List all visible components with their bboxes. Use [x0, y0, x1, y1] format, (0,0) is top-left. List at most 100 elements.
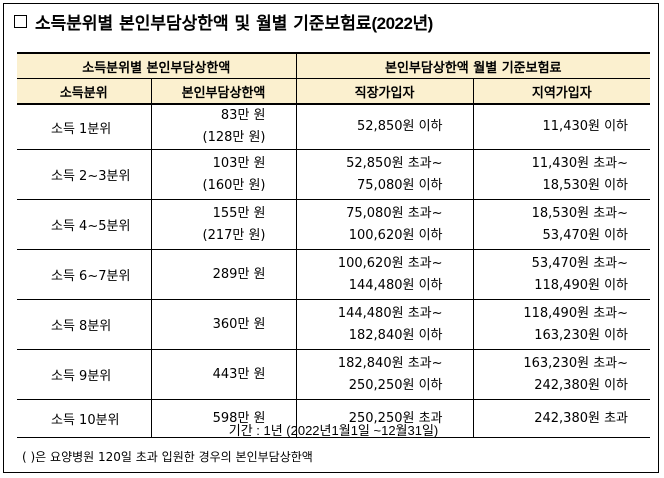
header-regional: 지역가입자 [473, 78, 651, 105]
table-body: 소득 1분위 83만 원 (128만 원) 52,850원 이하 11,430원 이하 소… [17, 104, 651, 438]
employee-premium-line1: 75,080원 초과~ [346, 205, 443, 221]
income-bracket-cell: 소득 2~3분위 [17, 149, 152, 200]
regional-premium-line2: 118,490원 이하 [534, 277, 629, 293]
table-row: 소득 8분위 360만 원 144,480원 초과~ 182,840원 이하 118,4… [17, 299, 651, 350]
regional-premium-cell: 118,490원 초과~ 163,230원 이하 [473, 299, 651, 350]
table-row: 소득 1분위 83만 원 (128만 원) 52,850원 이하 11,430원 이하 [17, 104, 651, 150]
employee-premium-values: 182,840원 초과~ 250,250원 이하 [297, 353, 473, 397]
cap-values: 103만 원 (160만 원) [152, 153, 296, 197]
regional-premium-cell: 163,230원 초과~ 242,380원 이하 [473, 349, 651, 400]
employee-premium-line1: 182,840원 초과~ [337, 355, 443, 371]
employee-premium-cell: 250,250원 초과 [296, 399, 474, 438]
cap-note: (217만 원) [202, 227, 266, 243]
employee-premium-line1: 250,250원 초과 [348, 410, 443, 426]
income-bracket-cell: 소득 10분위 [17, 399, 152, 438]
table-row: 소득 6~7분위 289만 원 100,620원 초과~ 144,480원 이하 53,… [17, 249, 651, 300]
regional-premium-cell: 53,470원 초과~ 118,490원 이하 [473, 249, 651, 300]
employee-premium-cell: 75,080원 초과~ 100,620원 이하 [296, 199, 474, 250]
header-group-premium: 본인부담상한액 월별 기준보험료 [296, 52, 651, 79]
income-bracket: 소득 9분위 [51, 369, 112, 384]
cap-values: 83만 원 (128만 원) [152, 105, 296, 149]
cap-cell: 443만 원 [151, 349, 297, 400]
cap-note: (160만 원) [202, 177, 266, 193]
income-bracket: 소득 1분위 [51, 121, 112, 137]
cap-cell: 360만 원 [151, 299, 297, 350]
cap-note: (128만 원) [202, 130, 266, 145]
cap-values: 155만 원 (217만 원) [152, 203, 296, 247]
cap-cell: 155만 원 (217만 원) [151, 199, 297, 250]
cap-values: 289만 원 [152, 264, 296, 286]
income-bracket-cell: 소득 6~7분위 [17, 249, 152, 300]
employee-premium-cell: 100,620원 초과~ 144,480원 이하 [296, 249, 474, 300]
table-row: 소득 4~5분위 155만 원 (217만 원) 75,080원 초과~ 100,620… [17, 199, 651, 250]
employee-premium-cell: 182,840원 초과~ 250,250원 이하 [296, 349, 474, 400]
header-income: 소득분위 [17, 78, 152, 105]
cap-cell: 83만 원 (128만 원) [151, 104, 297, 150]
regional-premium-values: 11,430원 초과~ 18,530원 이하 [474, 153, 651, 197]
income-bracket: 소득 6~7분위 [51, 269, 131, 284]
regional-premium-line1: 11,430원 이하 [542, 119, 629, 134]
employee-premium-cell: 52,850원 초과~ 75,080원 이하 [296, 149, 474, 200]
regional-premium-cell: 11,430원 이하 [473, 104, 651, 150]
regional-premium-values: 242,380원 초과 [474, 408, 651, 430]
cap-amount: 289만 원 [212, 266, 266, 282]
employee-premium-line2: 100,620원 이하 [348, 227, 443, 243]
regional-premium-line1: 53,470원 초과~ [531, 255, 629, 271]
regional-premium-line2: 163,230원 이하 [534, 327, 629, 343]
employee-premium-values: 52,850원 초과~ 75,080원 이하 [297, 153, 473, 197]
income-bracket: 소득 10분위 [51, 413, 120, 428]
regional-premium-line2: 18,530원 이하 [542, 177, 629, 193]
cap-values: 443만 원 [152, 364, 296, 386]
cap-cell: 598만 원 [151, 399, 297, 438]
income-bracket: 소득 8분위 [51, 319, 112, 334]
employee-premium-line2: 250,250원 이하 [348, 377, 443, 393]
employee-premium-line1: 52,850원 이하 [357, 119, 443, 134]
regional-premium-line1: 11,430원 초과~ [531, 155, 629, 171]
income-bracket-cell: 소득 8분위 [17, 299, 152, 350]
regional-premium-values: 118,490원 초과~ 163,230원 이하 [474, 303, 651, 347]
header-row-group: 소득분위별 본인부담상한액 본인부담상한액 월별 기준보험료 [17, 52, 651, 79]
document-frame [3, 3, 659, 473]
employee-premium-cell: 52,850원 이하 [296, 104, 474, 150]
employee-premium-values: 250,250원 초과 [297, 408, 473, 430]
table-row: 소득 10분위 598만 원 250,250원 초과 242,380원 초과 [17, 399, 651, 438]
regional-premium-line1: 118,490원 초과~ [523, 305, 629, 321]
header-cap: 본인부담상한액 [151, 78, 297, 105]
cap-cell: 289만 원 [151, 249, 297, 300]
employee-premium-line1: 52,850원 초과~ [346, 155, 443, 171]
income-bracket-cell: 소득 1분위 [17, 104, 152, 150]
cap-amount: 443만 원 [212, 366, 266, 382]
regional-premium-line2: 242,380원 이하 [534, 377, 629, 393]
checkbox-square-icon [14, 14, 27, 28]
footnote-text: ( )은 요양병원 120일 초과 입원한 경우의 본인부담상한액 [22, 450, 313, 464]
employee-premium-values: 144,480원 초과~ 182,840원 이하 [297, 303, 473, 347]
employee-premium-line1: 144,480원 초과~ [337, 305, 443, 321]
income-bracket-cell: 소득 9분위 [17, 349, 152, 400]
income-bracket-cell: 소득 4~5분위 [17, 199, 152, 250]
header-row-columns: 소득분위 본인부담상한액 직장가입자 지역가입자 [17, 78, 651, 105]
income-bracket: 소득 2~3분위 [51, 169, 131, 184]
title-year: (2022년) [371, 13, 433, 33]
cap-values: 360만 원 [152, 314, 296, 336]
regional-premium-values: 18,530원 초과~ 53,470원 이하 [474, 203, 651, 247]
title-text: 소득분위별 본인부담상한액 및 월별 기준보험료 [35, 13, 372, 34]
period-text: 기간 : 1년 (2022년1월1일 ~12월31일) [228, 423, 439, 438]
cap-values: 598만 원 [152, 408, 296, 430]
premium-table: 소득분위별 본인부담상한액 본인부담상한액 월별 기준보험료 소득분위 본인부담… [17, 52, 651, 438]
income-bracket: 소득 4~5분위 [51, 219, 131, 234]
document-title: 소득분위별 본인부담상한액 및 월별 기준보험료 (2022년) [14, 8, 433, 34]
employee-premium-cell: 144,480원 초과~ 182,840원 이하 [296, 299, 474, 350]
regional-premium-line1: 18,530원 초과~ [531, 205, 629, 221]
employee-premium-values: 100,620원 초과~ 144,480원 이하 [297, 253, 473, 297]
employee-premium-line2: 182,840원 이하 [348, 327, 443, 343]
cap-amount: 360만 원 [212, 316, 266, 332]
cap-amount: 83만 원 [220, 108, 266, 123]
regional-premium-line2: 53,470원 이하 [542, 227, 629, 243]
cap-amount: 155만 원 [212, 205, 266, 221]
cap-amount: 103만 원 [212, 155, 266, 171]
regional-premium-cell: 242,380원 초과 [473, 399, 651, 438]
header-group-cap: 소득분위별 본인부담상한액 [17, 52, 297, 79]
regional-premium-cell: 18,530원 초과~ 53,470원 이하 [473, 199, 651, 250]
employee-premium-values: 52,850원 이하 [297, 116, 473, 138]
regional-premium-values: 163,230원 초과~ 242,380원 이하 [474, 353, 651, 397]
